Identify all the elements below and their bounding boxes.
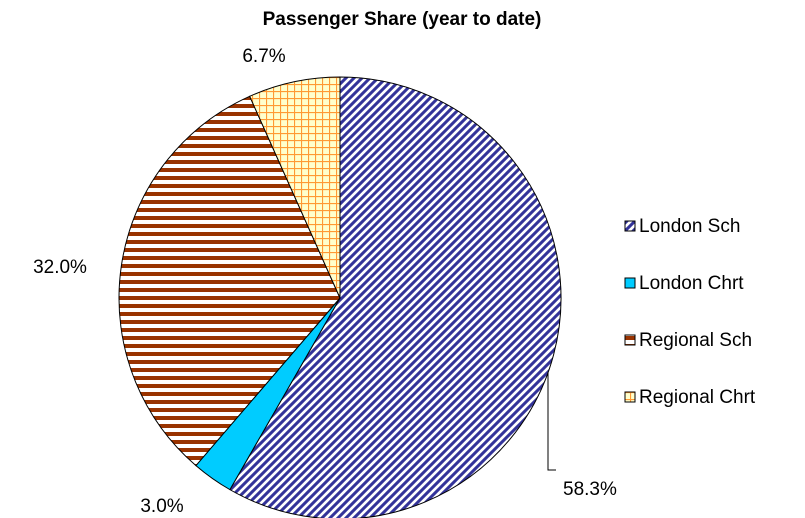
legend-swatch (624, 220, 636, 232)
legend-label: London Chrt (639, 273, 744, 294)
legend-label: London Sch (639, 216, 740, 237)
data-label: 3.0% (140, 496, 183, 517)
chart-title: Passenger Share (year to date) (263, 9, 542, 30)
data-label: 58.3% (563, 479, 617, 500)
legend-label: Regional Sch (639, 330, 752, 351)
legend-swatch (624, 277, 636, 289)
data-label: 32.0% (33, 257, 87, 278)
legend-swatch (624, 391, 636, 403)
pie-slice (249, 76, 341, 299)
leader-line (547, 372, 556, 471)
pie-slice (118, 95, 341, 467)
data-label: 6.7% (242, 46, 285, 67)
pie-slice (229, 76, 562, 518)
legend-swatch (624, 334, 636, 346)
legend-label: Regional Chrt (639, 387, 756, 408)
